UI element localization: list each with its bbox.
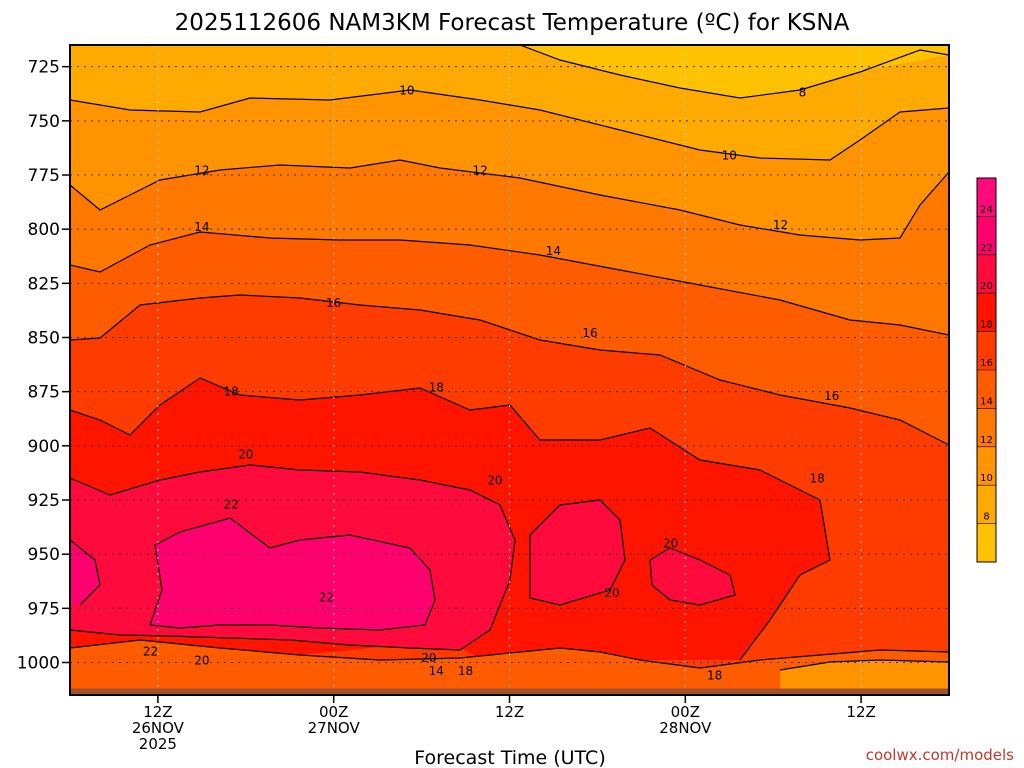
contour-label: 14 — [429, 664, 444, 678]
contour-label: 16 — [582, 326, 597, 340]
credit-text: coolwx.com/models — [866, 746, 1014, 764]
band-20-22-c — [650, 548, 735, 605]
contour-label: 16 — [824, 389, 839, 403]
colorbar-bin — [977, 408, 996, 447]
x-tick-label: 00Z — [319, 703, 348, 721]
colorbar-bin — [977, 254, 996, 294]
contour-label: 10 — [399, 84, 414, 98]
x-tick-label: 12Z — [495, 703, 524, 721]
contour-label: 12 — [773, 218, 788, 232]
contour-surface-b — [639, 649, 949, 669]
x-tick-label: 00Z — [671, 703, 700, 721]
x-axis-label: Forecast Time (UTC) — [414, 747, 605, 768]
contour-label: 10 — [722, 149, 737, 163]
contour-10 — [70, 89, 949, 161]
contour-label: 12 — [473, 164, 488, 178]
contour-22-low — [70, 629, 461, 651]
contour-8 — [519, 45, 949, 99]
contour-14 — [70, 231, 949, 336]
band-6-8 — [520, 45, 949, 98]
contour-label: 12 — [194, 164, 209, 178]
colorbar-bin — [977, 293, 996, 332]
contour-label: 14 — [194, 220, 209, 234]
colorbar-label: 14 — [980, 396, 993, 407]
contour-label: 20 — [663, 536, 678, 550]
x-tick-label: 28NOV — [659, 719, 712, 737]
colorbar-label: 12 — [980, 435, 993, 446]
y-tick-label: 725 — [28, 58, 60, 78]
y-tick-label: 975 — [28, 599, 60, 619]
colorbar-label: 18 — [980, 320, 993, 331]
colorbar-label: 22 — [980, 243, 993, 254]
contour-label: 22 — [319, 591, 334, 605]
contour-label: 18 — [458, 664, 473, 678]
contour-label: 22 — [224, 497, 239, 511]
contour-20-c — [649, 547, 736, 606]
y-tick-label: 1000 — [17, 654, 60, 674]
contour-22 — [149, 517, 436, 631]
colorbar-label: 24 — [980, 204, 993, 215]
band-22-24 — [150, 518, 435, 630]
band-near-surface-cool — [780, 660, 949, 690]
y-tick-label: 750 — [28, 112, 60, 132]
contour-label: 20 — [604, 586, 619, 600]
chart-title: 2025112606 NAM3KM Forecast Temperature (… — [175, 10, 850, 36]
colorbar-label: 20 — [980, 281, 993, 292]
colorbar-bin — [977, 446, 996, 486]
band-near-surface — [70, 640, 949, 690]
band-12-14 — [70, 160, 949, 335]
contour-label: 20 — [487, 474, 502, 488]
contour-20-b — [529, 499, 626, 606]
colorbar-label: 16 — [980, 358, 993, 369]
colorbar-bin — [977, 216, 996, 255]
colorbar-label: 8 — [983, 512, 989, 523]
y-tick-label: 800 — [28, 220, 60, 240]
y-tick-label: 900 — [28, 437, 60, 457]
y-tick-label: 950 — [28, 545, 60, 565]
x-tick-label: 26NOV — [132, 719, 185, 737]
x-tick-label: 27NOV — [308, 719, 361, 737]
colorbar-bin — [977, 485, 996, 524]
x-tick-label: 12Z — [143, 703, 172, 721]
x-tick-label: 2025 — [139, 735, 177, 753]
band-22-24-edge — [70, 540, 100, 605]
colorbar: 8 10 12 14 16 18 20 22 24 — [976, 177, 997, 563]
y-axis: 725 750 775 800 825 850 875 900 925 950 975 1000 — [17, 58, 70, 674]
y-tick-label: 850 — [28, 329, 60, 349]
contour-label: 20 — [194, 653, 209, 667]
contour-label: 14 — [546, 244, 561, 258]
band-14-16 — [70, 232, 949, 445]
ground-surface — [70, 688, 949, 695]
contour-label: 18 — [429, 380, 444, 394]
contour-surface-c — [779, 659, 949, 671]
contour-label: 8 — [799, 86, 807, 100]
colorbar-bin — [977, 178, 996, 217]
contour-22-edge — [70, 539, 101, 606]
band-20-22-b — [530, 500, 625, 605]
contour-label: 20 — [238, 448, 253, 462]
colorbar-label: 10 — [980, 473, 993, 484]
contour-label: 20 — [421, 651, 436, 665]
contour-12 — [70, 159, 949, 241]
contour-label: 22 — [143, 645, 158, 659]
y-tick-label: 925 — [28, 491, 60, 511]
contour-16 — [70, 294, 949, 446]
y-tick-label: 875 — [28, 383, 60, 403]
y-tick-label: 825 — [28, 274, 60, 294]
contour-surface-a — [70, 639, 641, 661]
contour-label: 18 — [810, 471, 825, 485]
x-tick-label: 12Z — [846, 703, 875, 721]
colorbar-bin — [977, 523, 996, 562]
y-tick-label: 775 — [28, 166, 60, 186]
contour-20 — [70, 464, 516, 651]
colorbar-bin — [977, 331, 996, 370]
colorbar-bin — [977, 370, 996, 409]
contour-label: 18 — [707, 669, 722, 683]
